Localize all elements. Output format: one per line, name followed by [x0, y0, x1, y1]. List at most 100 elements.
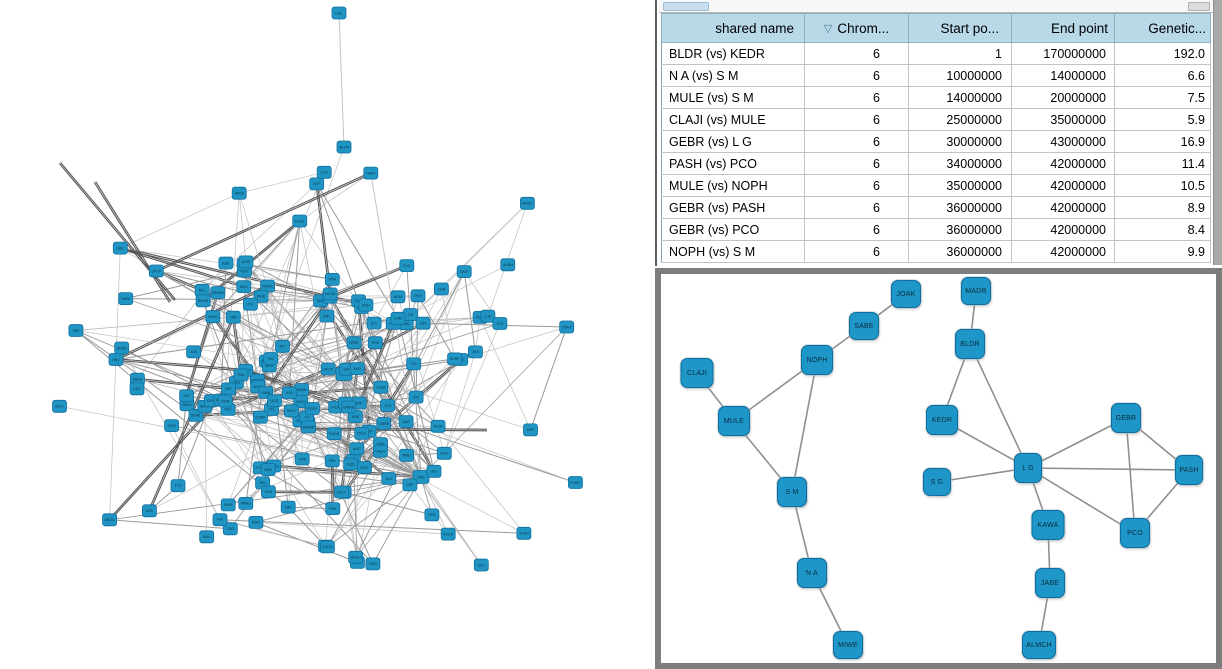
network-node[interactable]: CDF	[402, 478, 418, 492]
network-node[interactable]: AHC	[349, 442, 365, 456]
column-header-end-point[interactable]: End point	[1011, 13, 1115, 43]
table-cell[interactable]: NOPH (vs) S M	[661, 240, 805, 263]
network-node[interactable]: KCCK	[440, 527, 456, 541]
node-joak[interactable]: JOAK	[891, 280, 921, 308]
network-node[interactable]: ISR	[68, 324, 84, 337]
network-node[interactable]: DAJJ	[354, 426, 370, 440]
network-node[interactable]: HMI	[225, 310, 241, 324]
table-cell[interactable]: 6	[804, 152, 909, 175]
network-node[interactable]: CMVT	[559, 320, 575, 334]
node-noph[interactable]: NOPH	[801, 345, 833, 375]
column-header-genetic[interactable]: Genetic...	[1114, 13, 1211, 43]
table-cell[interactable]: 6	[804, 196, 909, 219]
network-node[interactable]: GJUB	[373, 380, 389, 394]
network-node[interactable]: TEI	[406, 357, 422, 371]
table-cell[interactable]: 6.6	[1114, 64, 1211, 87]
table-cell[interactable]: 30000000	[908, 130, 1012, 153]
node-s-g[interactable]: S G	[923, 468, 951, 496]
network-node[interactable]: IPD	[408, 390, 424, 404]
network-node[interactable]: HAU	[199, 530, 215, 544]
table-cell[interactable]: 42000000	[1011, 240, 1115, 263]
network-node[interactable]: TTD	[170, 479, 186, 493]
network-node[interactable]: TCAR	[516, 526, 532, 540]
table-cell[interactable]: 1	[908, 42, 1012, 65]
scrollbar-thumb[interactable]	[663, 2, 709, 11]
node-mule[interactable]: MULE	[718, 406, 750, 436]
network-node[interactable]: BNS	[260, 463, 276, 477]
network-node[interactable]: MIMN	[294, 383, 310, 396]
table-cell[interactable]: 6	[804, 42, 909, 65]
network-node[interactable]: OED	[343, 457, 359, 471]
scrollbar-button[interactable]	[1188, 2, 1210, 11]
network-node[interactable]: URL	[331, 6, 347, 20]
network-node[interactable]: SLV	[366, 316, 382, 330]
network-node[interactable]: KRC	[129, 382, 145, 396]
network-node[interactable]: HKIM	[363, 166, 379, 180]
network-edge[interactable]	[1125, 417, 1136, 534]
table-cell[interactable]: 42000000	[1011, 152, 1115, 175]
network-node[interactable]: VLR	[380, 399, 396, 412]
network-node[interactable]: AUI	[381, 472, 397, 485]
network-node[interactable]: UHBM	[500, 258, 516, 272]
network-node[interactable]: MEGL	[102, 513, 117, 527]
network-node[interactable]: PNA	[325, 502, 341, 516]
vertical-scrollbar-track[interactable]	[1213, 0, 1222, 265]
node-sabe[interactable]: SABE	[849, 312, 879, 340]
network-node[interactable]: LIK	[403, 308, 418, 321]
network-node[interactable]: RUDS	[326, 427, 342, 441]
node-kawa[interactable]: KAWA	[1031, 510, 1065, 540]
network-node[interactable]: RNT	[319, 309, 335, 323]
network-node[interactable]: MVG	[283, 404, 299, 418]
table-cell[interactable]: MULE (vs) S M	[661, 86, 805, 109]
network-node[interactable]: ESV	[356, 461, 372, 474]
network-node[interactable]: IWM	[324, 272, 340, 286]
network-node[interactable]: BMU	[399, 448, 415, 462]
network-node[interactable]: AJS	[141, 504, 157, 518]
node-jabe[interactable]: JABE	[1035, 568, 1065, 598]
table-cell[interactable]: 10.5	[1114, 174, 1211, 197]
network-node[interactable]: SKNF	[447, 352, 463, 366]
network-node[interactable]: AHO	[436, 446, 452, 460]
table-cell[interactable]: 9.9	[1114, 240, 1211, 263]
node-gebr[interactable]: GEBR	[1111, 403, 1141, 433]
network-node[interactable]: SIRT	[523, 423, 538, 437]
table-row[interactable]: CLAJI (vs) MULE 6 25000000 35000000 5.9	[661, 108, 1211, 131]
network-node[interactable]: IEG	[426, 464, 442, 478]
network-node[interactable]: MPAU	[238, 496, 254, 510]
network-node[interactable]: CMRB	[376, 417, 392, 430]
column-header-start-position[interactable]: Start po...	[908, 13, 1012, 43]
network-node[interactable]: WNWO	[210, 286, 226, 300]
table-cell[interactable]: 6	[804, 64, 909, 87]
network-node[interactable]: GAO	[398, 415, 414, 429]
table-cell[interactable]: GEBR (vs) PASH	[661, 196, 805, 219]
network-node[interactable]: POES	[304, 402, 320, 415]
table-row[interactable]: NOPH (vs) S M 6 36000000 42000000 9.9	[661, 240, 1211, 263]
sort-filter-icon[interactable]: ▽	[823, 22, 833, 35]
table-row[interactable]: N A (vs) S M 6 10000000 14000000 6.6	[661, 64, 1211, 87]
network-node[interactable]: EBC	[112, 241, 128, 255]
node-almch[interactable]: ALMCH	[1022, 631, 1056, 659]
network-edge[interactable]	[791, 359, 818, 493]
table-cell[interactable]: 43000000	[1011, 130, 1115, 153]
network-node[interactable]: CDRI	[238, 255, 254, 269]
network-node[interactable]: UJM	[390, 311, 406, 325]
table-cell[interactable]: 14000000	[908, 86, 1012, 109]
network-node[interactable]: CPM	[164, 419, 180, 433]
network-node[interactable]: DHKD	[114, 341, 130, 355]
network-node[interactable]: WLFN	[336, 140, 352, 154]
network-node[interactable]: SKN	[424, 508, 440, 522]
network-node[interactable]: WUF	[456, 265, 472, 279]
network-node[interactable]: CDB	[433, 282, 449, 296]
node-l-g[interactable]: L G	[1014, 453, 1042, 483]
network-node[interactable]: GDG	[365, 557, 381, 571]
network-node[interactable]: UADV	[372, 444, 388, 458]
table-cell[interactable]: MULE (vs) NOPH	[661, 174, 805, 197]
network-edge[interactable]	[1027, 417, 1127, 469]
network-node[interactable]: OEE	[467, 345, 483, 359]
node-miwe[interactable]: MIWE	[833, 631, 863, 659]
table-row[interactable]: BLDR (vs) KEDR 6 1 170000000 192.0	[661, 42, 1211, 65]
network-node[interactable]: OIS	[263, 352, 279, 365]
network-node[interactable]: HSK	[347, 410, 363, 424]
network-node[interactable]: NCRD	[322, 287, 338, 301]
network-node[interactable]: MJD	[349, 362, 365, 376]
